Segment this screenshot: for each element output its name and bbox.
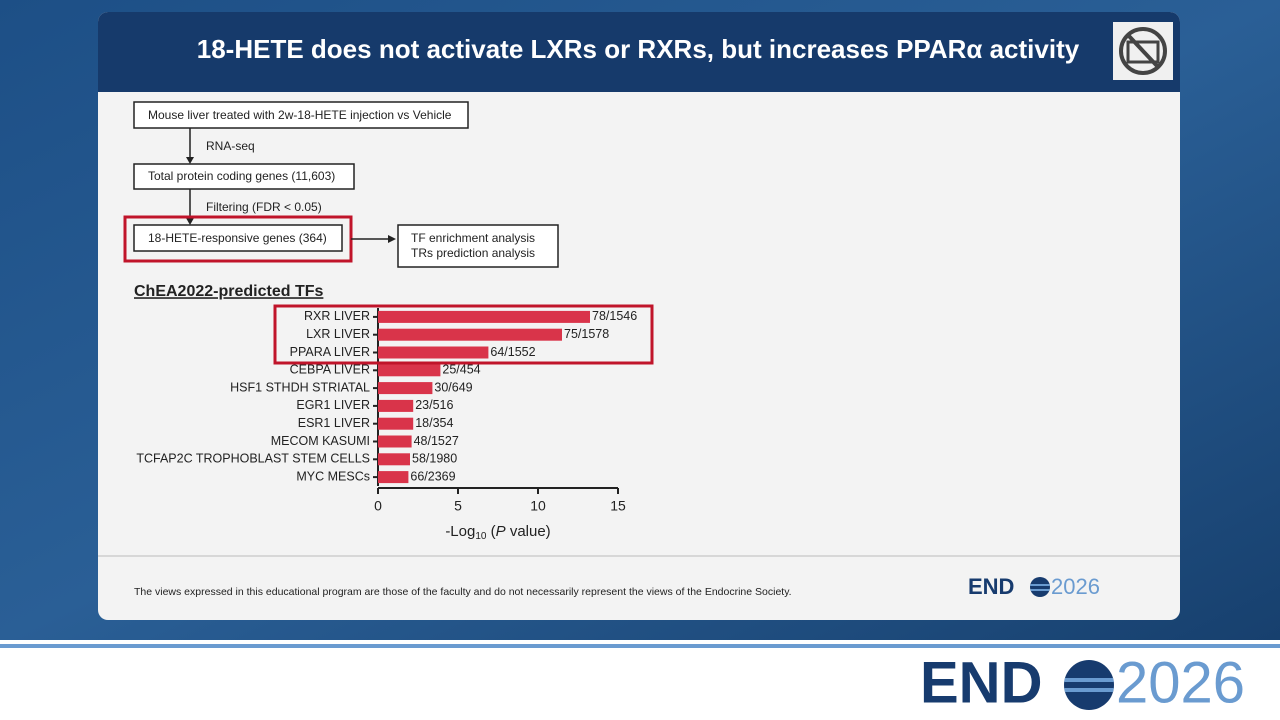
bar-chart: 0 5 10 15 RXR LIVER 78/1546 LXR LIVER 75/1578 PP… <box>136 308 637 514</box>
flow-box <box>133 163 355 190</box>
label-part: ( <box>486 523 495 540</box>
bar <box>378 364 441 377</box>
bar <box>378 471 409 484</box>
y-tick-label: LXR LIVER <box>306 327 370 341</box>
flow-text: Mouse liver treated with 2w-18-HETE inje… <box>148 108 452 122</box>
flow-box <box>133 224 343 252</box>
bar-annotation: 64/1552 <box>490 345 535 359</box>
bar <box>378 453 410 466</box>
bar <box>378 435 412 448</box>
bar-annotation: 30/649 <box>434 380 472 394</box>
flow-label: Filtering (FDR < 0.05) <box>206 200 322 214</box>
x-tick-label: 15 <box>610 498 626 514</box>
bar-annotation: 25/454 <box>442 363 480 377</box>
flow-text: TRs prediction analysis <box>411 246 535 260</box>
bar-annotation: 75/1578 <box>564 327 609 341</box>
bar-annotation: 78/1546 <box>592 309 637 323</box>
bar <box>378 346 489 359</box>
chart-title: ChEA2022-predicted TFs <box>134 283 323 300</box>
logo-text: 2026 <box>1116 650 1245 715</box>
y-tick-label: MYC MESCs <box>296 469 370 483</box>
bar <box>378 399 414 412</box>
bar-annotation: 18/354 <box>415 416 453 430</box>
label-italic: P <box>496 523 506 540</box>
y-tick-label: MECOM KASUMI <box>271 434 370 448</box>
flow-box <box>397 224 559 268</box>
y-tick-label: CEBPA LIVER <box>290 363 370 377</box>
y-tick-label: HSF1 STHDH STRIATAL <box>230 380 370 394</box>
arrow-head <box>186 157 194 164</box>
flow-text: Total protein coding genes (11,603) <box>148 169 335 183</box>
header-bar <box>98 12 1180 92</box>
logo-large: END 2026 <box>920 650 1245 715</box>
bar <box>378 417 414 430</box>
y-tick-label: TCFAP2C TROPHOBLAST STEM CELLS <box>136 452 370 466</box>
y-tick-label: RXR LIVER <box>304 309 370 323</box>
label-subscript: 10 <box>475 531 487 542</box>
flowchart: Mouse liver treated with 2w-18-HETE inje… <box>123 101 559 268</box>
bar <box>378 310 590 323</box>
no-photo-icon <box>1113 22 1173 80</box>
x-axis-label: -Log10 (P value) <box>445 523 550 542</box>
bottom-rule <box>0 644 1280 648</box>
logo-text: 2026 <box>1051 574 1100 599</box>
arrow-head <box>388 235 396 243</box>
x-tick-label: 10 <box>530 498 546 514</box>
label-part: -Log <box>445 523 475 540</box>
label-part: value) <box>506 523 551 540</box>
x-tick-label: 5 <box>454 498 462 514</box>
slide-title: 18-HETE does not activate LXRs or RXRs, … <box>197 34 1080 64</box>
y-tick-label: ESR1 LIVER <box>298 416 370 430</box>
bar-annotation: 48/1527 <box>414 434 459 448</box>
flow-box <box>133 101 469 129</box>
bar-annotation: 23/516 <box>415 398 453 412</box>
y-tick-label: PPARA LIVER <box>290 345 370 359</box>
disclaimer: The views expressed in this educational … <box>134 586 792 598</box>
highlight-box <box>273 304 654 365</box>
card <box>98 12 1180 620</box>
logo-text: END <box>968 574 1014 599</box>
flow-label: RNA-seq <box>206 139 255 153</box>
flow-text: 18-HETE-responsive genes (364) <box>148 231 327 245</box>
arrow-head <box>186 218 194 225</box>
logo-text: END <box>920 650 1042 715</box>
logo-small: END 2026 <box>968 574 1100 599</box>
bar <box>378 382 433 395</box>
flow-text: TF enrichment analysis <box>411 231 535 245</box>
y-tick-label: EGR1 LIVER <box>296 398 370 412</box>
bar-annotation: 66/2369 <box>410 469 455 483</box>
bar <box>378 328 562 341</box>
bar-annotation: 58/1980 <box>412 452 457 466</box>
x-tick-label: 0 <box>374 498 382 514</box>
